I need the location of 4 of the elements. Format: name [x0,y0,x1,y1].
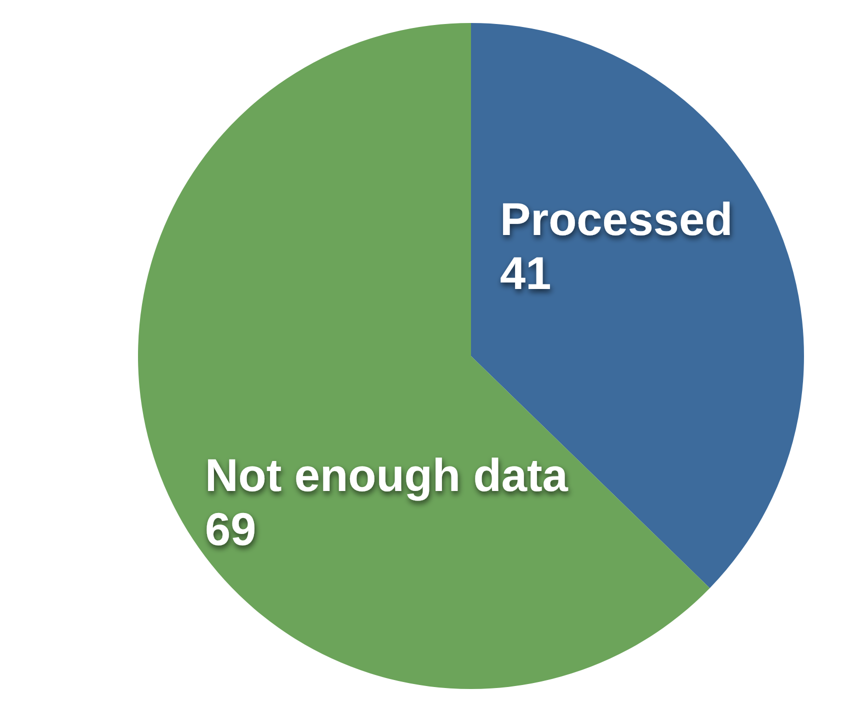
slice-label: Not enough data [205,449,568,501]
data-label: 41 [500,247,552,299]
data-label: 69 [205,503,256,555]
slice-label: Processed [500,193,733,245]
